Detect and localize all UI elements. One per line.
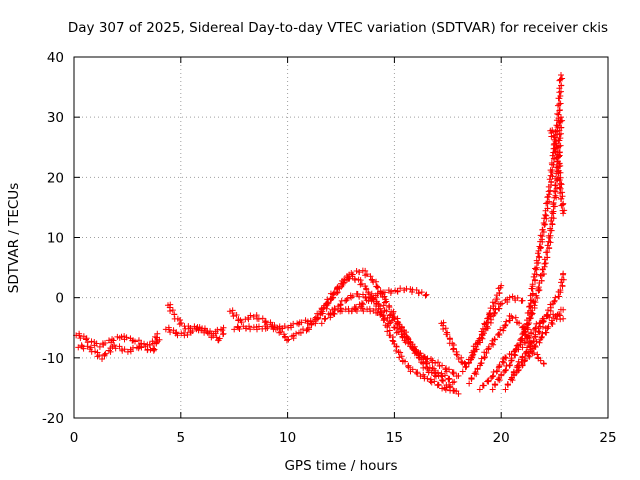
series-track-9	[318, 290, 458, 386]
plot-frame	[73, 56, 609, 419]
series-track-6	[231, 317, 317, 333]
y-tick-label: 0	[55, 291, 64, 307]
series-track-3	[164, 301, 227, 344]
series-track-11	[348, 305, 462, 380]
data-point-markers	[226, 307, 312, 344]
data-point-markers	[519, 311, 567, 351]
x-axis-label: GPS time / hours	[284, 458, 397, 474]
data-marks	[73, 72, 568, 397]
data-point-markers	[231, 317, 317, 333]
series-track-12	[438, 282, 505, 367]
data-point-markers	[75, 330, 161, 362]
x-tick-label: 20	[493, 430, 510, 446]
y-tick-label: -20	[42, 411, 64, 427]
data-point-markers	[164, 301, 227, 344]
data-point-markers	[489, 72, 566, 393]
series-track-5	[226, 307, 312, 344]
chart-title: Day 307 of 2025, Sidereal Day-to-day VTE…	[68, 20, 608, 36]
data-point-markers	[348, 305, 462, 380]
y-tick-labels: -20 -10 0 10 20 30 40	[42, 50, 64, 427]
x-tick-labels: 0 5 10 15 20 25	[70, 430, 617, 446]
series-track-2	[75, 330, 161, 362]
series-track-16	[489, 72, 566, 393]
series-track-19	[519, 311, 567, 351]
series-track-4	[162, 324, 227, 339]
data-point-markers	[459, 293, 526, 375]
y-tick-label: 40	[47, 50, 64, 66]
x-tick-label: 25	[599, 430, 616, 446]
x-tick-label: 0	[70, 430, 79, 446]
series-track-13	[459, 293, 526, 375]
y-tick-label: 30	[47, 110, 64, 126]
series-track-20	[547, 127, 568, 217]
data-point-markers	[162, 324, 227, 339]
data-point-markers	[438, 282, 505, 367]
data-point-markers	[547, 127, 568, 217]
series-track-17	[502, 306, 567, 393]
data-point-markers	[318, 290, 458, 386]
y-tick-label: 20	[47, 170, 64, 186]
y-axis-label: SDTVAR / TECUs	[6, 183, 22, 293]
x-tick-label: 15	[386, 430, 403, 446]
y-tick-label: 10	[47, 231, 64, 247]
data-point-markers	[73, 330, 163, 350]
grid	[74, 57, 608, 418]
y-tick-label: -10	[42, 351, 64, 367]
series-track-1	[73, 330, 163, 350]
data-point-markers	[502, 306, 567, 393]
x-tick-label: 5	[177, 430, 186, 446]
x-tick-label: 10	[279, 430, 296, 446]
